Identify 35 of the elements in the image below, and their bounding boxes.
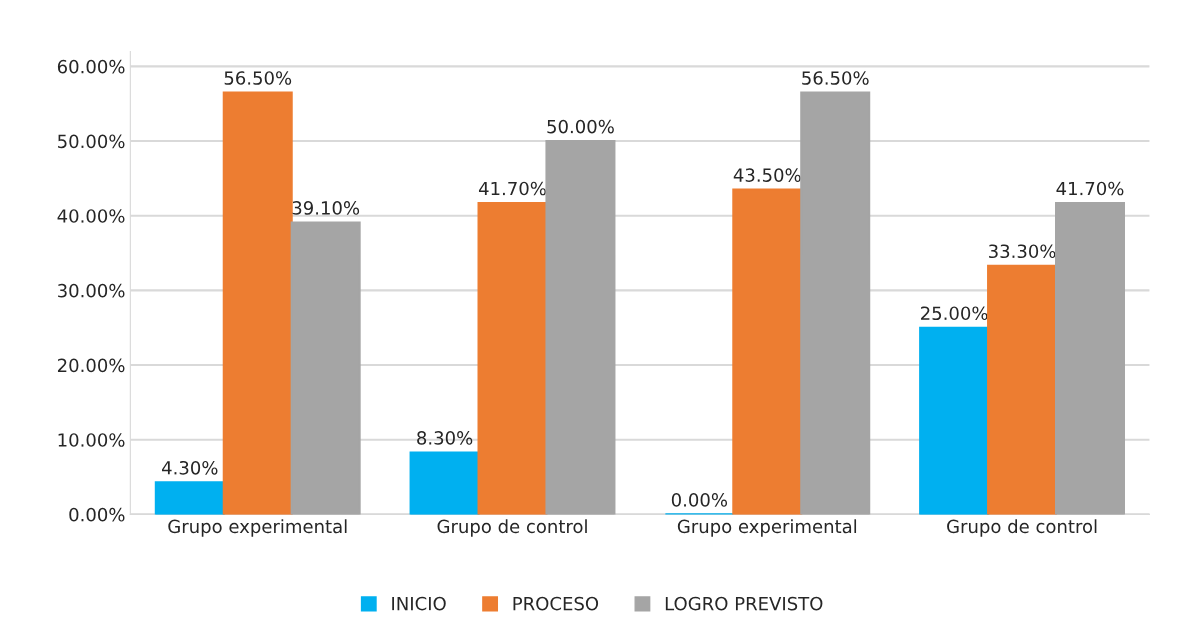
bar [290,221,361,515]
bar [154,481,225,515]
legend-label: INICIO [392,596,446,611]
y-tick-label: 20.00% [57,358,125,373]
y-tick-label: 30.00% [58,283,125,298]
bar [1054,201,1126,515]
data-label: 8.30% [417,431,473,445]
x-tick-label: Grupo experimental [168,519,347,537]
bar [919,326,990,515]
data-label: 56.50% [224,71,292,85]
x-tick-label: Grupo de control [437,519,587,537]
data-label: 33.30% [989,244,1056,259]
legend-label: LOGRO PREVISTO [665,596,823,611]
bar [732,188,803,515]
bar [477,201,548,515]
data-label: 41.70% [1056,181,1124,196]
bar [409,451,480,515]
data-label: 56.50% [802,71,869,85]
x-tick-label: Grupo experimental [677,519,857,537]
data-label: 4.30% [162,460,218,475]
bar [222,91,293,515]
data-label: 0.00% [671,493,728,507]
y-tick-label: 50.00% [58,134,125,149]
data-label: 43.50% [733,168,801,182]
legend-label: PROCESO [513,596,599,611]
y-tick-label: 40.00% [57,209,125,223]
y-tick-label: 60.00% [57,59,125,74]
bar [545,140,616,515]
bar [800,91,871,515]
bar [987,264,1058,515]
x-tick-label: Grupo de control [947,519,1097,537]
data-label: 41.70% [478,181,546,196]
y-tick-label: 0.00% [69,507,125,522]
data-label: 50.00% [547,119,614,134]
y-tick-label: 10.00% [58,433,125,447]
